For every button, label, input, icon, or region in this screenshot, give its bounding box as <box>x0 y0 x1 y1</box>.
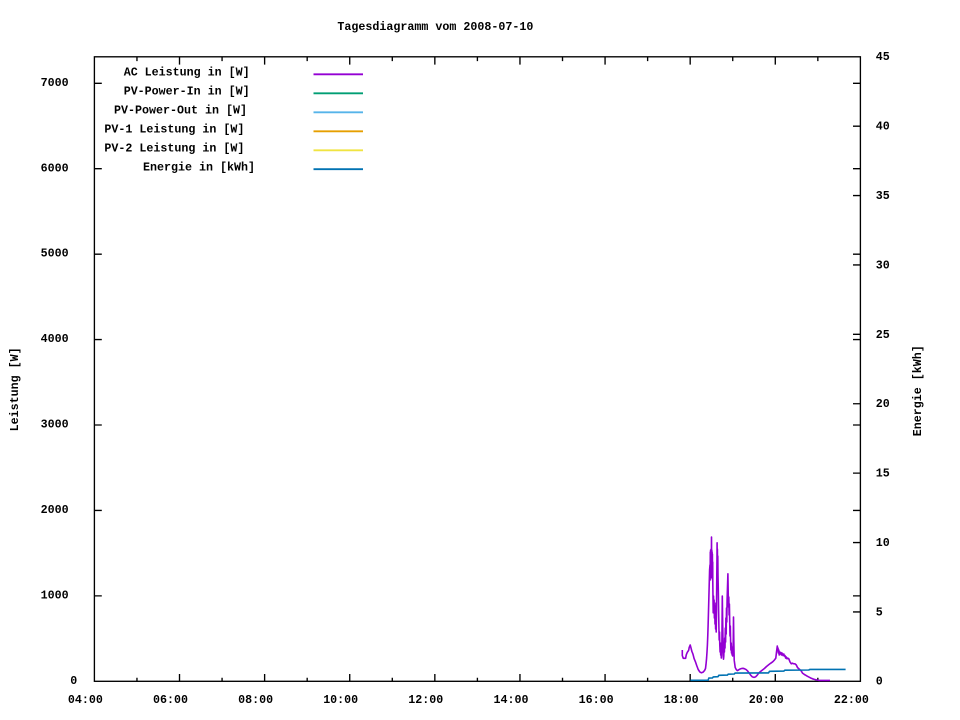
svg-text:30: 30 <box>876 258 890 272</box>
svg-text:20: 20 <box>876 397 890 411</box>
svg-text:5000: 5000 <box>41 247 69 261</box>
svg-text:25: 25 <box>876 328 890 342</box>
svg-text:08:00: 08:00 <box>238 693 273 707</box>
svg-text:20:00: 20:00 <box>749 693 784 707</box>
svg-text:15: 15 <box>876 467 890 481</box>
svg-text:PV-Power-Out in [W]: PV-Power-Out in [W] <box>114 104 247 118</box>
svg-text:0: 0 <box>876 675 883 689</box>
svg-text:Tagesdiagramm vom 2008-07-10: Tagesdiagramm vom 2008-07-10 <box>337 20 533 34</box>
svg-text:3000: 3000 <box>41 418 69 432</box>
svg-text:12:00: 12:00 <box>408 693 443 707</box>
svg-text:10:00: 10:00 <box>323 693 358 707</box>
svg-text:18:00: 18:00 <box>664 693 699 707</box>
svg-text:40: 40 <box>876 120 890 134</box>
svg-text:PV-2 Leistung in [W]: PV-2 Leistung in [W] <box>104 142 244 156</box>
svg-text:16:00: 16:00 <box>579 693 614 707</box>
svg-text:04:00: 04:00 <box>68 693 103 707</box>
svg-text:35: 35 <box>876 189 890 203</box>
svg-text:0: 0 <box>70 674 77 688</box>
svg-text:4000: 4000 <box>41 332 69 346</box>
svg-text:Leistung [W]: Leistung [W] <box>8 347 22 431</box>
svg-text:10: 10 <box>876 536 890 550</box>
svg-text:14:00: 14:00 <box>494 693 529 707</box>
svg-text:PV-1 Leistung in [W]: PV-1 Leistung in [W] <box>104 123 244 137</box>
svg-text:Energie [kWh]: Energie [kWh] <box>911 345 925 436</box>
svg-text:5: 5 <box>876 605 883 619</box>
svg-text:1000: 1000 <box>41 589 69 603</box>
svg-text:7000: 7000 <box>41 76 69 90</box>
svg-text:2000: 2000 <box>41 503 69 517</box>
svg-text:AC Leistung in [W]: AC Leistung in [W] <box>124 66 250 80</box>
svg-text:Energie in [kWh]: Energie in [kWh] <box>143 160 255 174</box>
svg-text:PV-Power-In in [W]: PV-Power-In in [W] <box>124 85 250 99</box>
svg-text:06:00: 06:00 <box>153 693 188 707</box>
svg-text:45: 45 <box>876 50 890 64</box>
svg-text:6000: 6000 <box>41 161 69 175</box>
svg-text:22:00: 22:00 <box>834 693 869 707</box>
